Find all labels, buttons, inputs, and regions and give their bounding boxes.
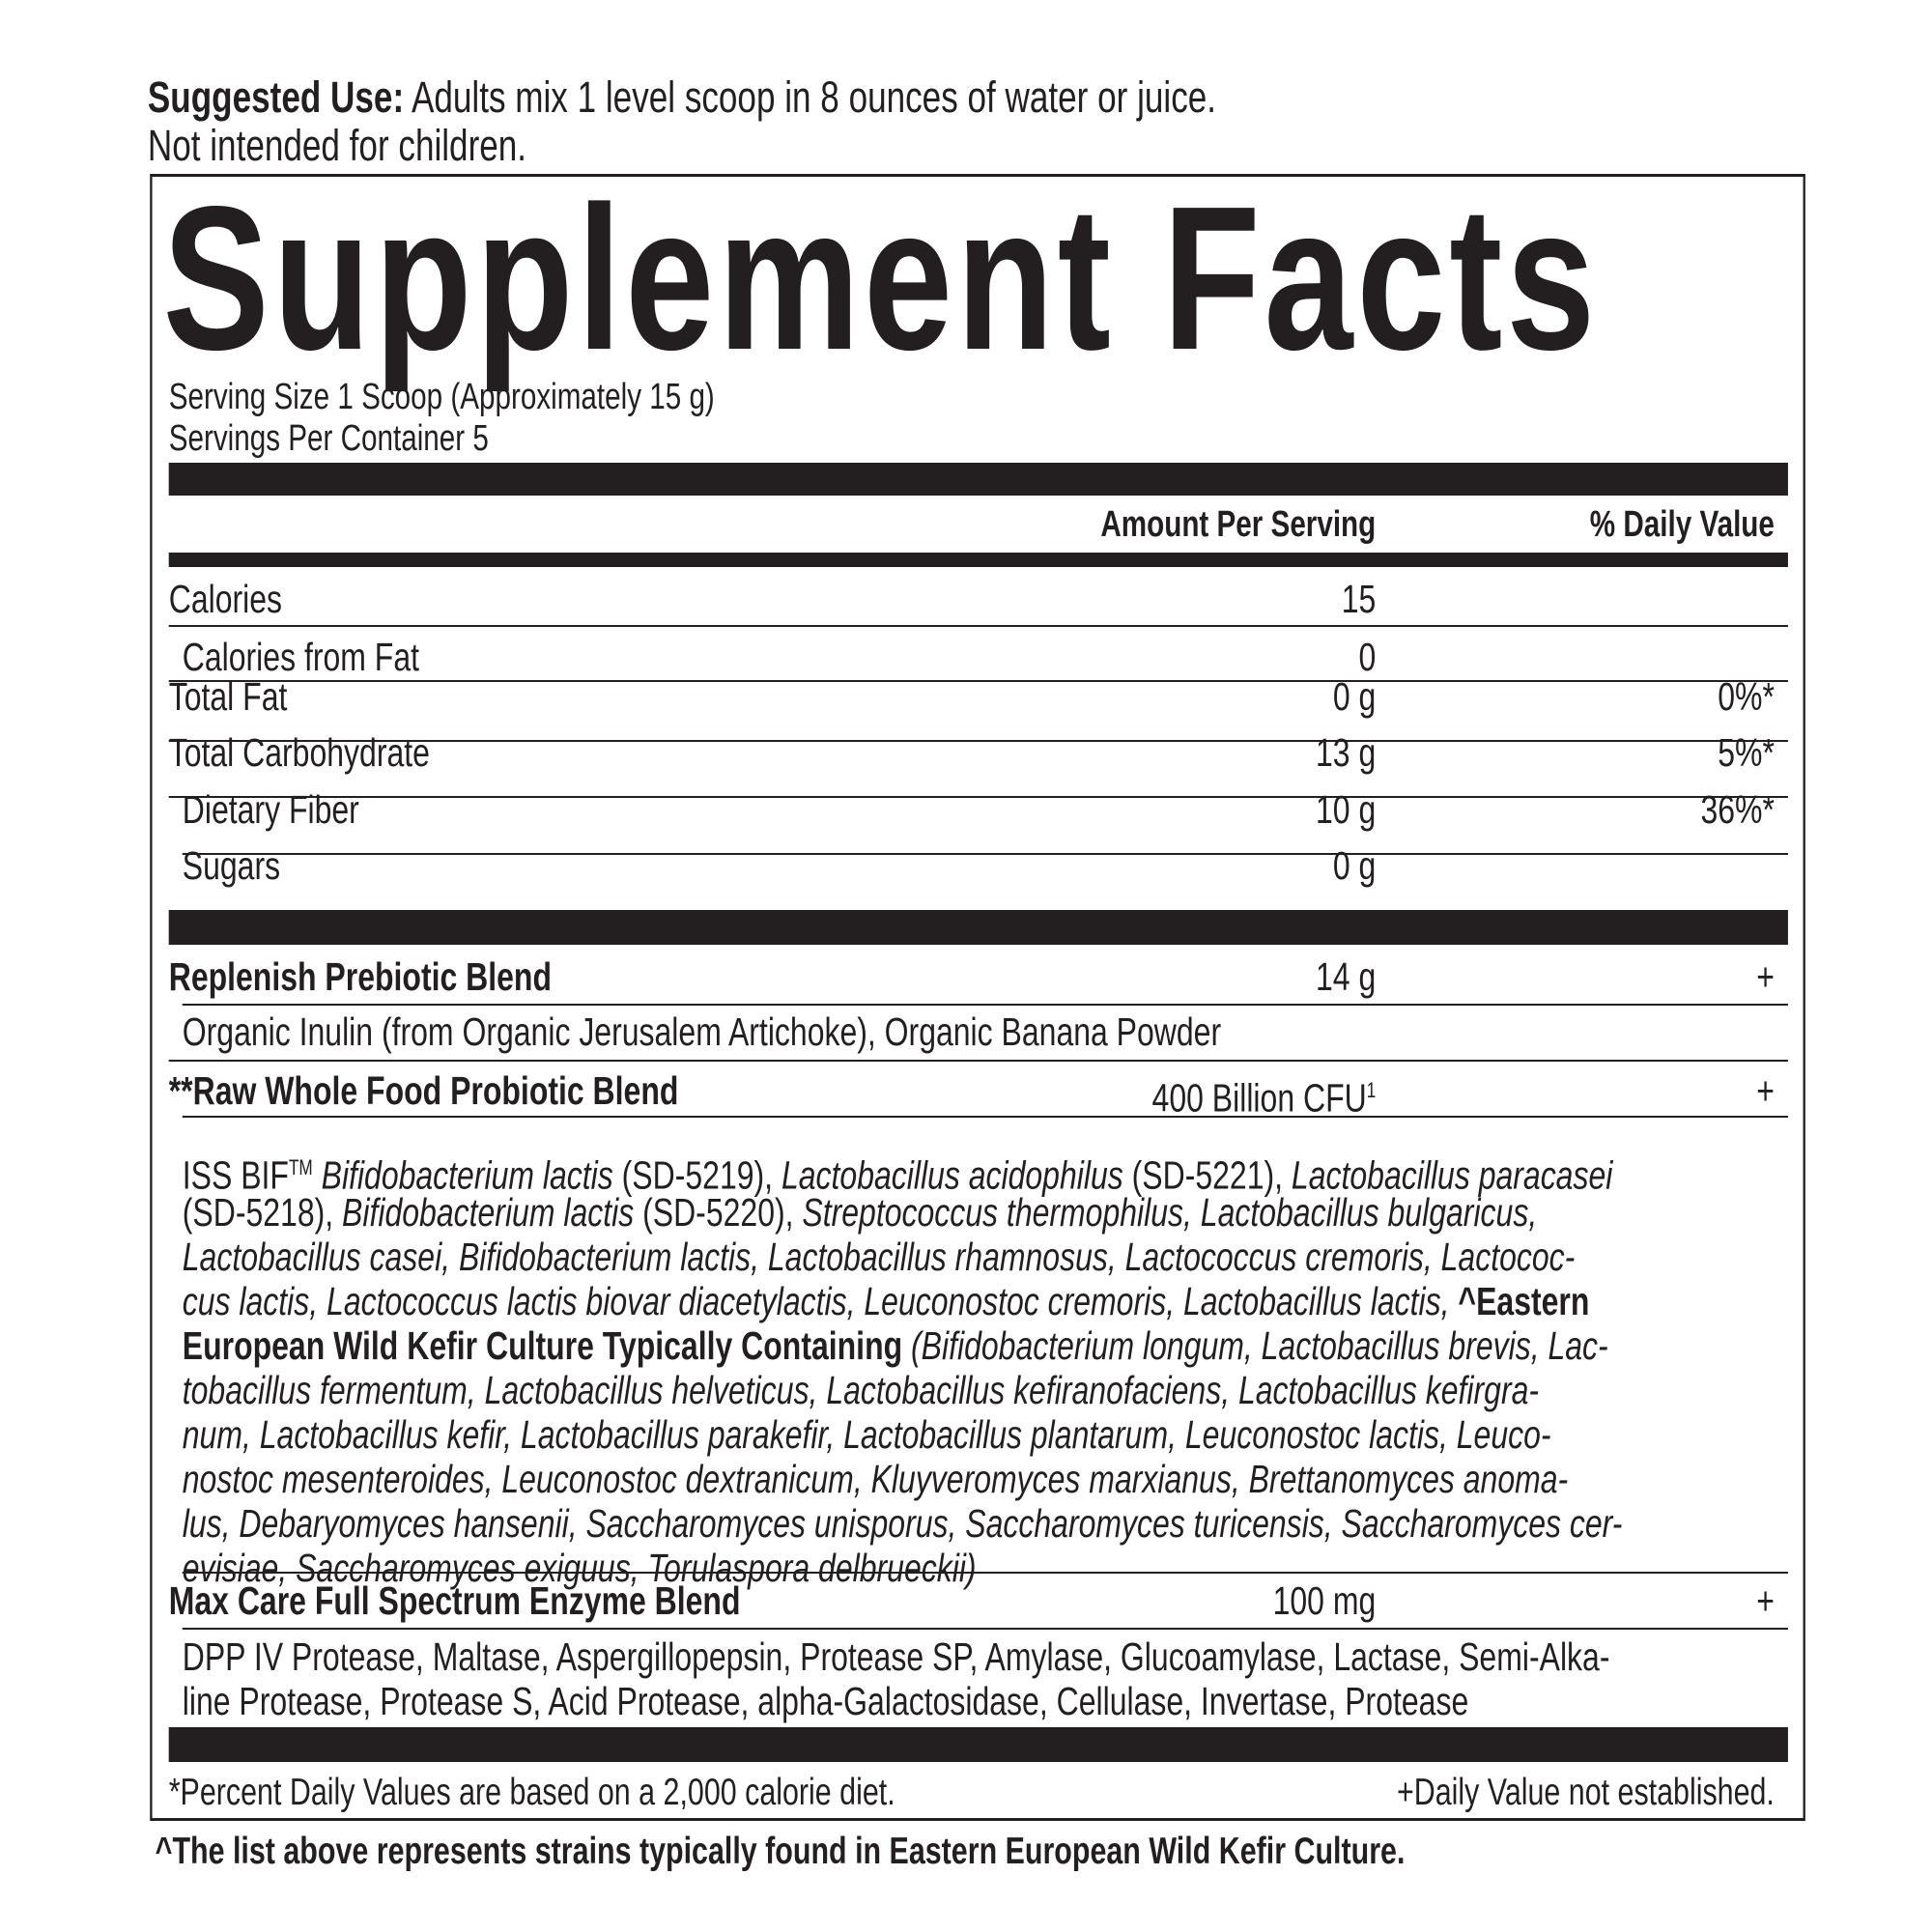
serving-size: Serving Size 1 Scoop (Approximately 15 g… [168, 377, 715, 417]
blend-name: Max Care Full Spectrum Enzyme Blend [168, 1578, 741, 1623]
nutrient-name: Calories from Fat [182, 635, 420, 679]
ingredient-text: lus, Debaryomyces hansenii, Saccharomyce… [182, 1501, 1623, 1546]
divider [182, 1572, 1788, 1574]
divider [182, 1116, 1788, 1118]
nutrient-name: Dietary Fiber [182, 787, 359, 832]
nutrient-amount: 0 g [1332, 843, 1377, 888]
nutrient-row: Calories 15 [169, 577, 1788, 621]
blend-row-enzyme: Max Care Full Spectrum Enzyme Blend 100 … [169, 1578, 1788, 1623]
ingredient-line: (SD-5218), Bifidobacterium lactis (SD-52… [183, 1190, 1623, 1235]
ingredient-text: (SD-5218), [182, 1190, 343, 1235]
divider [182, 1628, 1788, 1630]
ingredient-line: num, Lactobacillus kefir, Lactobacillus … [183, 1412, 1623, 1457]
servings-per-container: Servings Per Container 5 [168, 418, 489, 459]
ingredient-text: Lactobacillus paracasei [1291, 1152, 1613, 1198]
ingredient-text: nostoc mesenteroides, Leuconostoc dextra… [182, 1457, 1569, 1501]
ingredient-text: (Bifidobacterium longum, Lactobacillus b… [911, 1323, 1608, 1368]
nutrient-amount: 0 g [1332, 674, 1377, 719]
ingredient-line: evisiae, Saccharomyces exiguus, Torulasp… [183, 1546, 1623, 1590]
blend-amount-value: 400 Billion CFU [1151, 1075, 1367, 1121]
ingredient-text: ^Eastern [1458, 1279, 1590, 1323]
ingredient-line: tobacillus fermentum, Lactobacillus helv… [183, 1368, 1623, 1412]
suggested-use-text: Adults mix 1 level scoop in 8 ounces of … [404, 72, 1217, 122]
ingredient-line: Lactobacillus casei, Bifidobacterium lac… [183, 1235, 1623, 1279]
dv-footnote: *Percent Daily Values are based on a 2,0… [168, 1772, 895, 1813]
prebiotic-ingredients: Organic Inulin (from Organic Jerusalem A… [182, 1009, 1222, 1054]
ingredient-text: Bifidobacterium lactis [312, 1152, 613, 1198]
enzyme-ingredients-line: DPP IV Protease, Maltase, Aspergillopeps… [182, 1634, 1610, 1679]
divider [168, 680, 1788, 682]
blend-amount: 100 mg [1272, 1578, 1377, 1623]
nutrient-amount: 15 [1341, 577, 1377, 621]
nutrient-amount: 0 [1358, 635, 1377, 679]
nutrient-amount: 10 g [1316, 787, 1377, 832]
ingredient-line: nostoc mesenteroides, Leuconostoc dextra… [183, 1457, 1623, 1501]
nutrient-name: Total Fat [168, 674, 288, 719]
ingredient-line: European Wild Kefir Culture Typically Co… [183, 1323, 1623, 1368]
supplement-facts-panel: Supplement Facts Serving Size 1 Scoop (A… [150, 167, 1805, 1821]
amount-header: Amount Per Serving [1100, 504, 1377, 545]
enzyme-ingredients-line: line Protease, Protease S, Acid Protease… [182, 1679, 1469, 1723]
blend-dv: + [1756, 1578, 1775, 1623]
kefir-footnote: ^The list above represents strains typic… [155, 1831, 1406, 1872]
panel-title: Supplement Facts [162, 163, 1600, 392]
ingredient-text: Lactobacillus acidophilus [781, 1152, 1123, 1198]
ingredient-text: cus lactis, Lactococcus lactis biovar di… [182, 1279, 1459, 1323]
nutrient-dv: 36%* [1700, 787, 1775, 832]
ingredient-text: (SD-5221), [1122, 1152, 1292, 1198]
divider [168, 1060, 1788, 1062]
nutrient-row: Dietary Fiber 10 g 36%* [169, 787, 1788, 832]
footnote-marker: 1 [1366, 1078, 1377, 1102]
nutrient-name: Sugars [182, 843, 281, 888]
ingredient-text: Lactobacillus casei, Bifidobacterium lac… [182, 1235, 1576, 1279]
not-established-footnote: +Daily Value not established. [1396, 1772, 1775, 1813]
ingredient-text: TM [288, 1155, 313, 1179]
nutrient-row: Calories from Fat 0 [169, 635, 1788, 679]
ingredient-line: ISS BIFTM Bifidobacterium lactis (SD-521… [183, 1146, 1623, 1198]
ingredient-text: Bifidobacterium lactis [342, 1190, 635, 1235]
medium-divider [168, 553, 1788, 567]
nutrient-dv: 5%* [1718, 730, 1775, 775]
nutrient-row: Total Carbohydrate 13 g 5%* [169, 730, 1788, 775]
blend-name: Replenish Prebiotic Blend [168, 954, 552, 999]
thick-divider [168, 463, 1788, 496]
blend-amount: 14 g [1316, 954, 1377, 999]
ingredient-text: (SD-5219), [612, 1152, 781, 1198]
dv-header: % Daily Value [1589, 504, 1775, 545]
nutrient-row: Sugars 0 g [169, 843, 1788, 888]
blend-dv: + [1756, 1068, 1775, 1113]
nutrient-dv: 0%* [1718, 674, 1775, 719]
blend-row-probiotic: **Raw Whole Food Probiotic Blend 400 Bil… [168, 1068, 1788, 1121]
thick-divider [168, 1727, 1788, 1762]
ingredient-text: ISS BIF [182, 1152, 289, 1198]
nutrient-row: Total Fat 0 g 0%* [169, 674, 1788, 719]
suggested-use-line2: Not intended for children. [147, 121, 527, 170]
ingredient-text: European Wild Kefir Culture Typically Co… [182, 1323, 912, 1368]
divider [182, 1004, 1788, 1006]
ingredient-line: lus, Debaryomyces hansenii, Saccharomyce… [183, 1501, 1623, 1546]
ingredient-text: Streptococcus thermophilus, Lactobacillu… [802, 1190, 1538, 1235]
divider [168, 740, 1788, 742]
thick-divider [168, 910, 1788, 945]
ingredient-line: cus lactis, Lactococcus lactis biovar di… [183, 1279, 1623, 1323]
nutrient-amount: 13 g [1316, 730, 1377, 775]
nutrient-name: Calories [168, 577, 283, 621]
suggested-use-label: Suggested Use: [147, 72, 405, 122]
probiotic-ingredients: ISS BIFTM Bifidobacterium lactis (SD-521… [183, 1146, 1623, 1590]
blend-amount: 400 Billion CFU1 [1152, 1068, 1377, 1121]
ingredient-text: (SD-5220), [634, 1190, 803, 1235]
ingredient-text: num, Lactobacillus kefir, Lactobacillus … [182, 1412, 1551, 1457]
blend-name: **Raw Whole Food Probiotic Blend [168, 1068, 679, 1113]
blend-dv: + [1756, 954, 1775, 999]
divider [182, 853, 1788, 855]
suggested-use: Suggested Use: Adults mix 1 level scoop … [148, 73, 1216, 122]
ingredient-text: tobacillus fermentum, Lactobacillus helv… [182, 1368, 1540, 1412]
divider [168, 796, 1788, 798]
blend-row-prebiotic: Replenish Prebiotic Blend 14 g + [169, 954, 1788, 999]
ingredient-text: evisiae, Saccharomyces exiguus, Torulasp… [182, 1546, 977, 1590]
divider [168, 625, 1788, 627]
nutrient-name: Total Carbohydrate [168, 730, 430, 775]
